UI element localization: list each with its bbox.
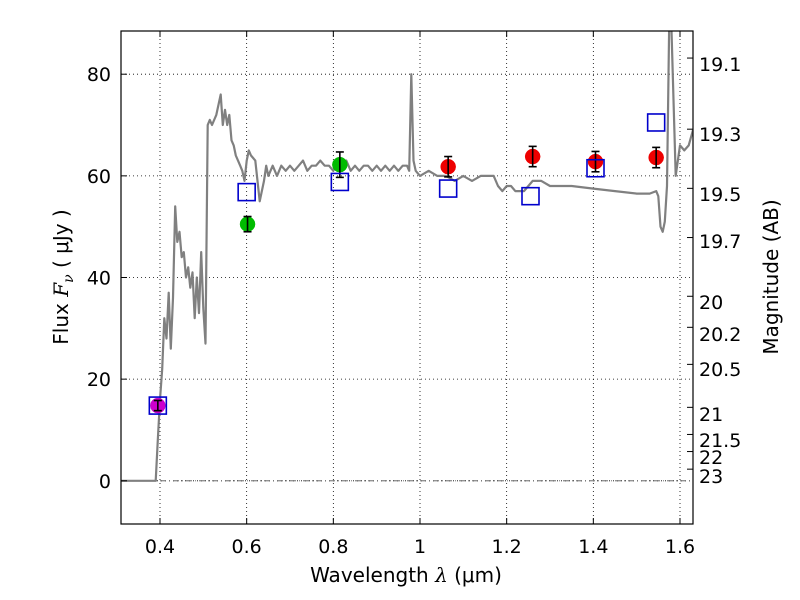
x-tick-label: 0.4 — [145, 536, 175, 558]
model-photometry-square — [646, 113, 666, 132]
y-tick-label: 0 — [99, 471, 111, 493]
mag-tick-label: 19.7 — [699, 231, 741, 253]
y-axis-label: Flux Fν ( μJy ) — [49, 209, 77, 344]
model-photometry-square — [438, 179, 458, 198]
tick-labels: 0.4 0.6 0.8 1 1.2 1.4 1.6 0 20 40 60 80 19.1 19.3 19.5… — [87, 54, 742, 558]
x-tick-label: 1.2 — [492, 536, 522, 558]
x-tick-label: 1.4 — [578, 536, 608, 558]
axis-ticks — [121, 31, 693, 524]
x-tick-label: 0.6 — [232, 536, 262, 558]
mag-tick-label: 19.3 — [699, 124, 741, 146]
mag-tick-label: 19.1 — [699, 54, 741, 76]
mag-tick-label: 21.5 — [699, 430, 741, 452]
y-tick-label: 80 — [87, 64, 111, 86]
mag-tick-label: 21 — [699, 404, 723, 426]
mag-tick-label: 20 — [699, 292, 723, 314]
model-photometry-square — [586, 158, 605, 178]
y-tick-label: 20 — [87, 369, 111, 391]
mag-tick-label: 23 — [699, 466, 723, 488]
model-photometry-square — [148, 396, 168, 415]
grid-lines — [121, 31, 693, 524]
model-spectrum-line — [121, 31, 693, 482]
mag-tick-label: 20.5 — [699, 359, 741, 381]
mag-tick-label: 20.2 — [699, 324, 741, 346]
mag-tick-label: 22 — [699, 447, 723, 469]
x-tick-label: 1.6 — [665, 536, 695, 558]
y-tick-label: 40 — [87, 268, 111, 290]
model-photometry-square — [521, 186, 540, 206]
y-tick-label: 60 — [87, 166, 111, 188]
mag-tick-label: 19.5 — [699, 184, 741, 206]
x-tick-label: 1 — [414, 536, 426, 558]
model-photometry-square — [330, 172, 350, 192]
y2-axis-label: Magnitude (AB) — [759, 199, 783, 354]
model-photometry-square — [237, 182, 256, 202]
x-tick-label: 0.8 — [318, 536, 348, 558]
data-points-layer — [148, 113, 666, 415]
x-axis-label: Wavelength λ (μm) — [310, 563, 502, 587]
model-spectrum-layer — [121, 31, 693, 482]
